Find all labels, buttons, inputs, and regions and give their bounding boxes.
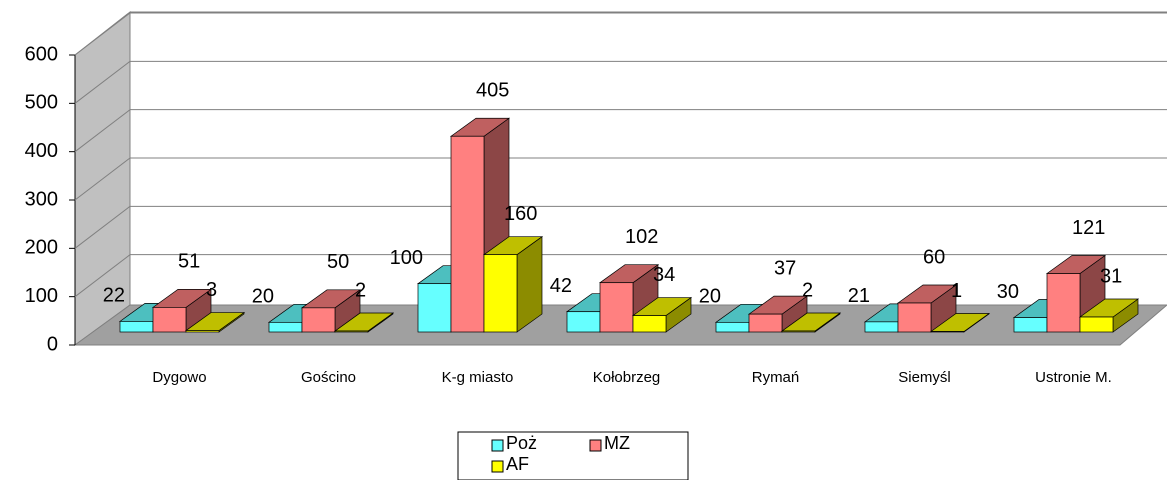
value-label: 20	[252, 286, 274, 308]
bar	[268, 321, 303, 333]
legend-swatch	[491, 439, 504, 452]
bar	[301, 307, 336, 333]
x-tick-label: Ustronie M.	[1035, 369, 1112, 386]
bar	[185, 330, 220, 333]
x-tick-label: Kołobrzeg	[593, 369, 661, 386]
x-tick-label: Dygowo	[152, 369, 206, 386]
x-tick-label: Gościno	[301, 369, 356, 386]
bar	[632, 315, 667, 333]
bar	[715, 321, 750, 333]
legend-label: MZ	[604, 433, 630, 453]
value-label: 2	[355, 279, 366, 301]
y-tick-label: 100	[25, 285, 58, 307]
bar	[566, 311, 601, 333]
grid-line	[74, 205, 131, 249]
grid-line	[74, 157, 131, 201]
x-tick-label: K-g miasto	[442, 369, 514, 386]
value-label: 37	[774, 257, 796, 279]
bar	[781, 330, 816, 333]
legend-swatch	[589, 439, 602, 452]
bar	[748, 313, 783, 333]
value-label: 20	[699, 286, 721, 308]
bar	[119, 321, 154, 333]
value-label: 34	[653, 264, 675, 286]
value-label: 102	[625, 226, 658, 248]
bar	[483, 254, 518, 333]
grid-line	[74, 254, 131, 298]
grid-line	[74, 109, 131, 153]
y-tick-label: 500	[25, 92, 58, 114]
grid-line	[74, 12, 131, 56]
y-tick-label: 400	[25, 140, 58, 162]
value-label: 60	[923, 246, 945, 268]
grid-line	[74, 60, 131, 104]
value-label: 1	[951, 280, 962, 302]
bar	[1079, 316, 1114, 333]
bar	[417, 283, 452, 333]
x-tick-label: Rymań	[752, 369, 800, 386]
legend-label: AF	[506, 454, 529, 474]
bar	[152, 307, 187, 333]
value-label: 31	[1100, 265, 1122, 287]
bar	[864, 321, 899, 333]
bar	[334, 330, 369, 333]
y-tick-label: 600	[25, 43, 58, 65]
value-label: 42	[550, 275, 572, 297]
legend-label: Poż	[506, 433, 537, 453]
bar	[450, 135, 485, 333]
legend-swatch	[491, 460, 504, 473]
value-label: 405	[476, 80, 509, 102]
value-label: 160	[504, 203, 537, 225]
value-label: 100	[390, 247, 423, 269]
value-label: 3	[206, 279, 217, 301]
value-label: 21	[848, 285, 870, 307]
y-tick-label: 0	[47, 333, 58, 355]
value-label: 30	[997, 281, 1019, 303]
bar	[599, 282, 634, 333]
value-label: 51	[178, 251, 200, 273]
y-tick-label: 200	[25, 237, 58, 259]
value-label: 50	[327, 251, 349, 273]
x-tick-label: Siemyśl	[898, 369, 951, 386]
legend	[457, 431, 689, 480]
y-tick-label: 300	[25, 188, 58, 210]
value-label: 2	[802, 279, 813, 301]
bar	[1046, 273, 1081, 333]
value-label: 22	[103, 285, 125, 307]
bar	[897, 302, 932, 333]
bar	[1013, 317, 1048, 333]
value-label: 121	[1072, 217, 1105, 239]
